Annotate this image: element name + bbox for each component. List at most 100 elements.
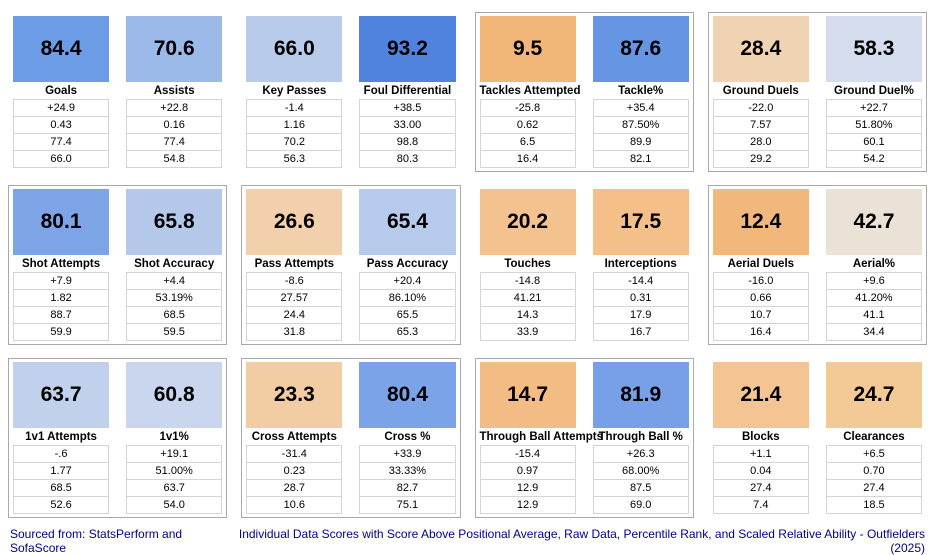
score-box: 28.4 — [712, 16, 809, 82]
row-percentile-rank: 28.7 — [246, 480, 343, 497]
stat-label: Tackles Attempted — [479, 85, 581, 97]
stat-rows: -31.4 0.23 28.7 10.6 — [246, 445, 343, 514]
score-value: 87.6 — [620, 37, 662, 60]
row-scaled-ability: 12.9 — [479, 497, 576, 514]
row-scaled-ability: 16.4 — [712, 324, 809, 341]
row-raw-data: 53.19% — [126, 290, 223, 307]
row-percentile-rank: 70.2 — [246, 134, 343, 151]
stat-pair-through-balls: 14.7 Through Ball Attempts -15.4 0.97 12… — [474, 358, 694, 518]
row-score-above-avg: -25.8 — [479, 99, 576, 117]
stat-label: Aerial Duels — [727, 258, 795, 270]
row-raw-data: 51.00% — [126, 463, 223, 480]
row-percentile-rank: 14.3 — [479, 307, 576, 324]
score-box: 21.4 — [712, 362, 809, 428]
row-scaled-ability: 7.4 — [712, 497, 809, 514]
stat-rows: -25.8 0.62 6.5 16.4 — [479, 99, 576, 168]
row-scaled-ability: 54.2 — [825, 151, 922, 168]
row-raw-data: 0.16 — [126, 117, 223, 134]
stat-label: Clearances — [843, 431, 905, 443]
row-percentile-rank: 89.9 — [592, 134, 689, 151]
chart-caption: Individual Data Scores with Score Above … — [238, 527, 925, 555]
stat-label: Shot Accuracy — [134, 258, 215, 270]
stat-rows: -1.4 1.16 70.2 56.3 — [246, 99, 343, 168]
score-box: 58.3 — [825, 16, 922, 82]
row-score-above-avg: -1.4 — [246, 99, 343, 117]
score-box: 60.8 — [126, 362, 223, 428]
stat-label: Aerial% — [852, 258, 896, 270]
stat-label: Interceptions — [604, 258, 677, 270]
row-score-above-avg: +7.9 — [13, 272, 110, 290]
stat-tile-ground-duel-pct: 58.3 Ground Duel% +22.7 51.80% 60.1 54.2 — [825, 16, 922, 168]
row-score-above-avg: +22.8 — [126, 99, 223, 117]
row-raw-data: 33.00 — [359, 117, 456, 134]
score-value: 70.6 — [153, 37, 195, 60]
row-percentile-rank: 98.8 — [359, 134, 456, 151]
score-value: 80.1 — [40, 210, 82, 233]
stat-label: Pass Accuracy — [366, 258, 449, 270]
row-raw-data: 51.80% — [825, 117, 922, 134]
stat-rows: +20.4 86.10% 65.5 65.3 — [359, 272, 456, 341]
row-percentile-rank: 27.4 — [712, 480, 809, 497]
stat-rows: +19.1 51.00% 63.7 54.0 — [126, 445, 223, 514]
row-percentile-rank: 6.5 — [479, 134, 576, 151]
stat-rows: +22.7 51.80% 60.1 54.2 — [825, 99, 922, 168]
stat-label: Goals — [45, 85, 78, 97]
row-raw-data: 0.04 — [712, 463, 809, 480]
stat-label: Cross Attempts — [251, 431, 337, 443]
row-raw-data: 33.33% — [359, 463, 456, 480]
stat-tile-goals: 84.4 Goals +24.9 0.43 77.4 66.0 — [13, 16, 110, 168]
row-raw-data: 0.31 — [592, 290, 689, 307]
stat-pair-keypasses-fouldiff: 66.0 Key Passes -1.4 1.16 70.2 56.3 93.2… — [241, 12, 460, 172]
stat-tile-aerial-duels: 12.4 Aerial Duels -16.0 0.66 10.7 16.4 — [712, 189, 809, 341]
score-value: 42.7 — [853, 210, 895, 233]
stat-pair-aerials: 12.4 Aerial Duels -16.0 0.66 10.7 16.4 4… — [707, 185, 927, 345]
row-raw-data: 87.50% — [592, 117, 689, 134]
stat-pair-crosses: 23.3 Cross Attempts -31.4 0.23 28.7 10.6… — [241, 358, 461, 518]
stat-pair-blocks-clearances: 21.4 Blocks +1.1 0.04 27.4 7.4 24.7 Clea… — [708, 358, 927, 518]
row-percentile-rank: 27.4 — [825, 480, 922, 497]
stat-label: Ground Duels — [722, 85, 799, 97]
score-box: 26.6 — [246, 189, 343, 255]
score-value: 14.7 — [507, 383, 548, 406]
row-scaled-ability: 54.8 — [126, 151, 223, 168]
row-raw-data: 86.10% — [359, 290, 456, 307]
row-score-above-avg: +35.4 — [592, 99, 689, 117]
stat-tile-through-ball-pct: 81.9 Through Ball % +26.3 68.00% 87.5 69… — [592, 362, 689, 514]
row-percentile-rank: 88.7 — [13, 307, 110, 324]
stat-rows: -22.0 7.57 28.0 29.2 — [712, 99, 809, 168]
score-value: 65.4 — [387, 210, 428, 233]
stat-tile-ground-duels: 28.4 Ground Duels -22.0 7.57 28.0 29.2 — [712, 16, 809, 168]
score-box: 80.1 — [13, 189, 110, 255]
score-value: 81.9 — [620, 383, 662, 406]
stat-label: Pass Attempts — [254, 258, 335, 270]
stat-tile-cross-attempts: 23.3 Cross Attempts -31.4 0.23 28.7 10.6 — [246, 362, 343, 514]
stat-label: Cross % — [384, 431, 431, 443]
score-value: 63.7 — [40, 383, 82, 406]
row-raw-data: 41.21 — [479, 290, 576, 307]
stat-rows: +9.6 41.20% 41.1 34.4 — [825, 272, 922, 341]
score-box: 66.0 — [246, 16, 343, 82]
score-value: 60.8 — [153, 383, 195, 406]
stat-rows: +35.4 87.50% 89.9 82.1 — [592, 99, 689, 168]
score-box: 24.7 — [825, 362, 922, 428]
stats-grid: 84.4 Goals +24.9 0.43 77.4 66.0 70.6 Ass… — [8, 12, 927, 518]
stat-pair-tackles: 9.5 Tackles Attempted -25.8 0.62 6.5 16.… — [474, 12, 694, 172]
stat-label: Touches — [504, 258, 551, 270]
row-percentile-rank: 10.7 — [712, 307, 809, 324]
row-percentile-rank: 24.4 — [246, 307, 343, 324]
row-percentile-rank: 17.9 — [592, 307, 689, 324]
row-score-above-avg: +38.5 — [359, 99, 456, 117]
stat-rows: +6.5 0.70 27.4 18.5 — [825, 445, 922, 514]
row-scaled-ability: 59.5 — [126, 324, 223, 341]
stat-tile-clearances: 24.7 Clearances +6.5 0.70 27.4 18.5 — [825, 362, 922, 514]
score-box: 17.5 — [592, 189, 689, 255]
stat-tile-pass-attempts: 26.6 Pass Attempts -8.6 27.57 24.4 31.8 — [246, 189, 343, 341]
score-box: 23.3 — [246, 362, 343, 428]
score-value: 9.5 — [512, 37, 543, 60]
stat-tile-touches: 20.2 Touches -14.8 41.21 14.3 33.9 — [479, 189, 576, 341]
stat-rows: -15.4 0.97 12.9 12.9 — [479, 445, 576, 514]
stat-rows: -14.8 41.21 14.3 33.9 — [479, 272, 576, 341]
score-box: 84.4 — [13, 16, 110, 82]
row-scaled-ability: 29.2 — [712, 151, 809, 168]
score-value: 93.2 — [387, 37, 428, 60]
